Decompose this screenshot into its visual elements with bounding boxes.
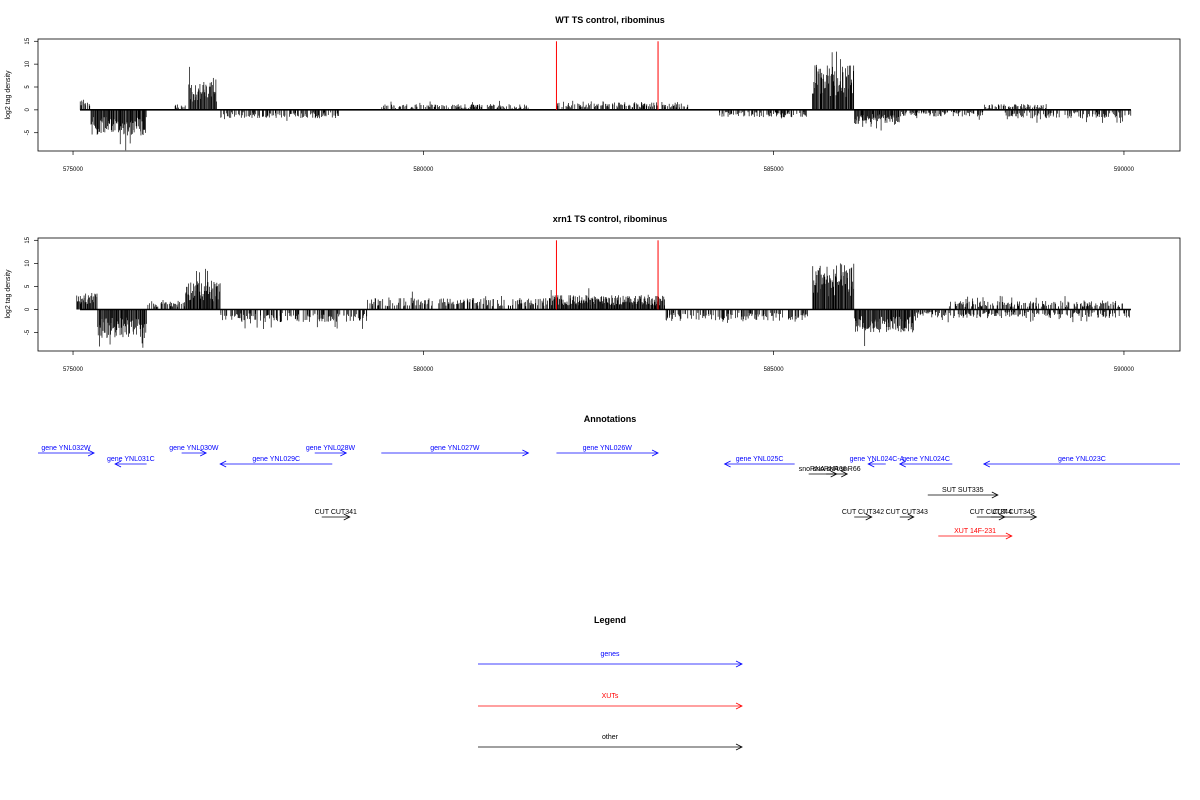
other-feature: CUT CUT342 xyxy=(842,509,884,521)
arrowhead xyxy=(522,449,530,457)
gene-label: gene YNL028W xyxy=(306,445,356,452)
x-tick-label: 575000 xyxy=(63,367,84,373)
gene-label: gene YNL031C xyxy=(107,456,155,463)
y-tick-label: -5 xyxy=(25,129,31,135)
x-tick-label: 585000 xyxy=(764,367,785,373)
arrowhead xyxy=(87,449,95,457)
panel-title: WT TS control, ribominus xyxy=(555,15,665,25)
plot-frame xyxy=(37,237,1181,352)
coverage-bars xyxy=(76,263,1130,348)
y-tick-label: 10 xyxy=(25,259,31,266)
arrowhead xyxy=(735,702,743,710)
legend-label: genes xyxy=(600,651,620,658)
gene-label: gene YNL027W xyxy=(430,445,480,452)
xrn1-coverage-panel: xrn1 TS control, ribominus log2 tag dens… xyxy=(5,214,1181,373)
x-tick-label: 575000 xyxy=(63,167,84,173)
gene-label: gene YNL025C xyxy=(736,456,784,463)
gene-label: gene YNL032W xyxy=(41,445,91,452)
other-label: CUT CUT345 xyxy=(992,509,1034,516)
x-tick-label: 580000 xyxy=(413,367,434,373)
arrowhead xyxy=(1030,513,1038,521)
other-label: CUT CUT341 xyxy=(315,509,357,516)
y-tick-label: 15 xyxy=(25,236,31,243)
legend-label: other xyxy=(602,734,619,741)
y-tick-label: 5 xyxy=(25,85,31,89)
gene-feature: gene YNL029C xyxy=(219,456,333,468)
gene-feature: gene YNL025C xyxy=(723,456,795,468)
wt-coverage-panel: WT TS control, ribominus log2 tag densit… xyxy=(5,15,1181,173)
coverage-bars xyxy=(79,51,1132,151)
arrowhead xyxy=(651,449,659,457)
arrowhead xyxy=(219,460,227,468)
other-feature: snoRNA snR66 xyxy=(813,466,861,478)
legend-item: XUTs xyxy=(478,693,743,710)
y-axis-label: log2 tag density xyxy=(5,70,12,120)
arrowhead xyxy=(735,660,743,668)
gene-feature: gene YNL030W xyxy=(169,445,219,457)
arrowhead xyxy=(841,470,849,478)
arrowhead xyxy=(867,460,875,468)
legend-item: genes xyxy=(478,651,743,668)
gene-feature: gene YNL032W xyxy=(38,445,95,457)
other-feature: SUT SUT335 xyxy=(927,487,999,499)
xut-feature: XUT 14F-231 xyxy=(938,528,1013,540)
y-tick-label: 0 xyxy=(25,307,31,311)
arrowhead xyxy=(991,491,999,499)
gene-label: gene YNL024C xyxy=(902,456,950,463)
y-tick-label: 5 xyxy=(25,284,31,288)
annotations-title: Annotations xyxy=(584,414,637,424)
other-label: SUT SUT335 xyxy=(942,487,984,494)
y-tick-label: 10 xyxy=(25,60,31,67)
other-label: CUT CUT343 xyxy=(886,509,928,516)
gene-feature: gene YNL024C xyxy=(898,456,953,468)
gene-label: gene YNL024C-A xyxy=(850,456,905,463)
other-feature: CUT CUT343 xyxy=(886,509,928,521)
xut-label: XUT 14F-231 xyxy=(954,528,996,535)
arrowhead xyxy=(982,460,991,468)
y-axis-label: log2 tag density xyxy=(5,269,12,319)
legend-item: other xyxy=(478,734,743,751)
other-label: snoRNA snR66 xyxy=(799,466,847,473)
y-tick-label: 15 xyxy=(25,37,31,44)
arrowhead xyxy=(898,460,906,468)
gene-label: gene YNL030W xyxy=(169,445,219,452)
y-tick-label: 0 xyxy=(25,108,31,112)
arrowhead xyxy=(114,460,122,468)
legend: Legend genes XUTs other xyxy=(478,615,743,751)
gene-feature: gene YNL031C xyxy=(107,456,155,468)
other-label: snoRNA snR66 xyxy=(813,466,861,473)
other-feature: CUT CUT345 xyxy=(990,509,1038,521)
gene-label: gene YNL026W xyxy=(583,445,633,452)
legend-title: Legend xyxy=(594,615,626,625)
other-label: CUT CUT344 xyxy=(970,509,1012,516)
arrowhead xyxy=(340,449,348,457)
panel-title: xrn1 TS control, ribominus xyxy=(553,214,668,224)
y-tick-label: -5 xyxy=(25,329,31,335)
arrowhead xyxy=(1005,532,1013,540)
other-label: CUT CUT342 xyxy=(842,509,884,516)
gene-feature: gene YNL026W xyxy=(556,445,659,457)
gene-label: gene YNL029C xyxy=(252,456,300,463)
plot-frame xyxy=(37,38,1181,152)
gene-label: gene YNL023C xyxy=(1058,456,1106,463)
x-tick-label: 590000 xyxy=(1114,167,1135,173)
arrowhead xyxy=(343,513,351,521)
gene-feature: gene YNL024C-A xyxy=(850,456,905,468)
gene-feature: gene YNL028W xyxy=(306,445,356,457)
arrowhead xyxy=(735,743,743,751)
x-tick-label: 580000 xyxy=(413,167,434,173)
gene-feature: gene YNL023C xyxy=(982,456,1180,468)
x-tick-label: 590000 xyxy=(1114,367,1135,373)
other-feature: CUT CUT341 xyxy=(315,509,357,521)
annotation-track: Annotations gene YNL032W gene YNL031C gene… xyxy=(38,414,1180,540)
arrowhead xyxy=(865,513,873,521)
legend-label: XUTs xyxy=(602,693,619,700)
arrowhead xyxy=(199,449,208,457)
arrowhead xyxy=(907,513,915,521)
arrowhead xyxy=(723,460,731,468)
x-tick-label: 585000 xyxy=(764,167,785,173)
gene-feature: gene YNL027W xyxy=(381,445,530,457)
